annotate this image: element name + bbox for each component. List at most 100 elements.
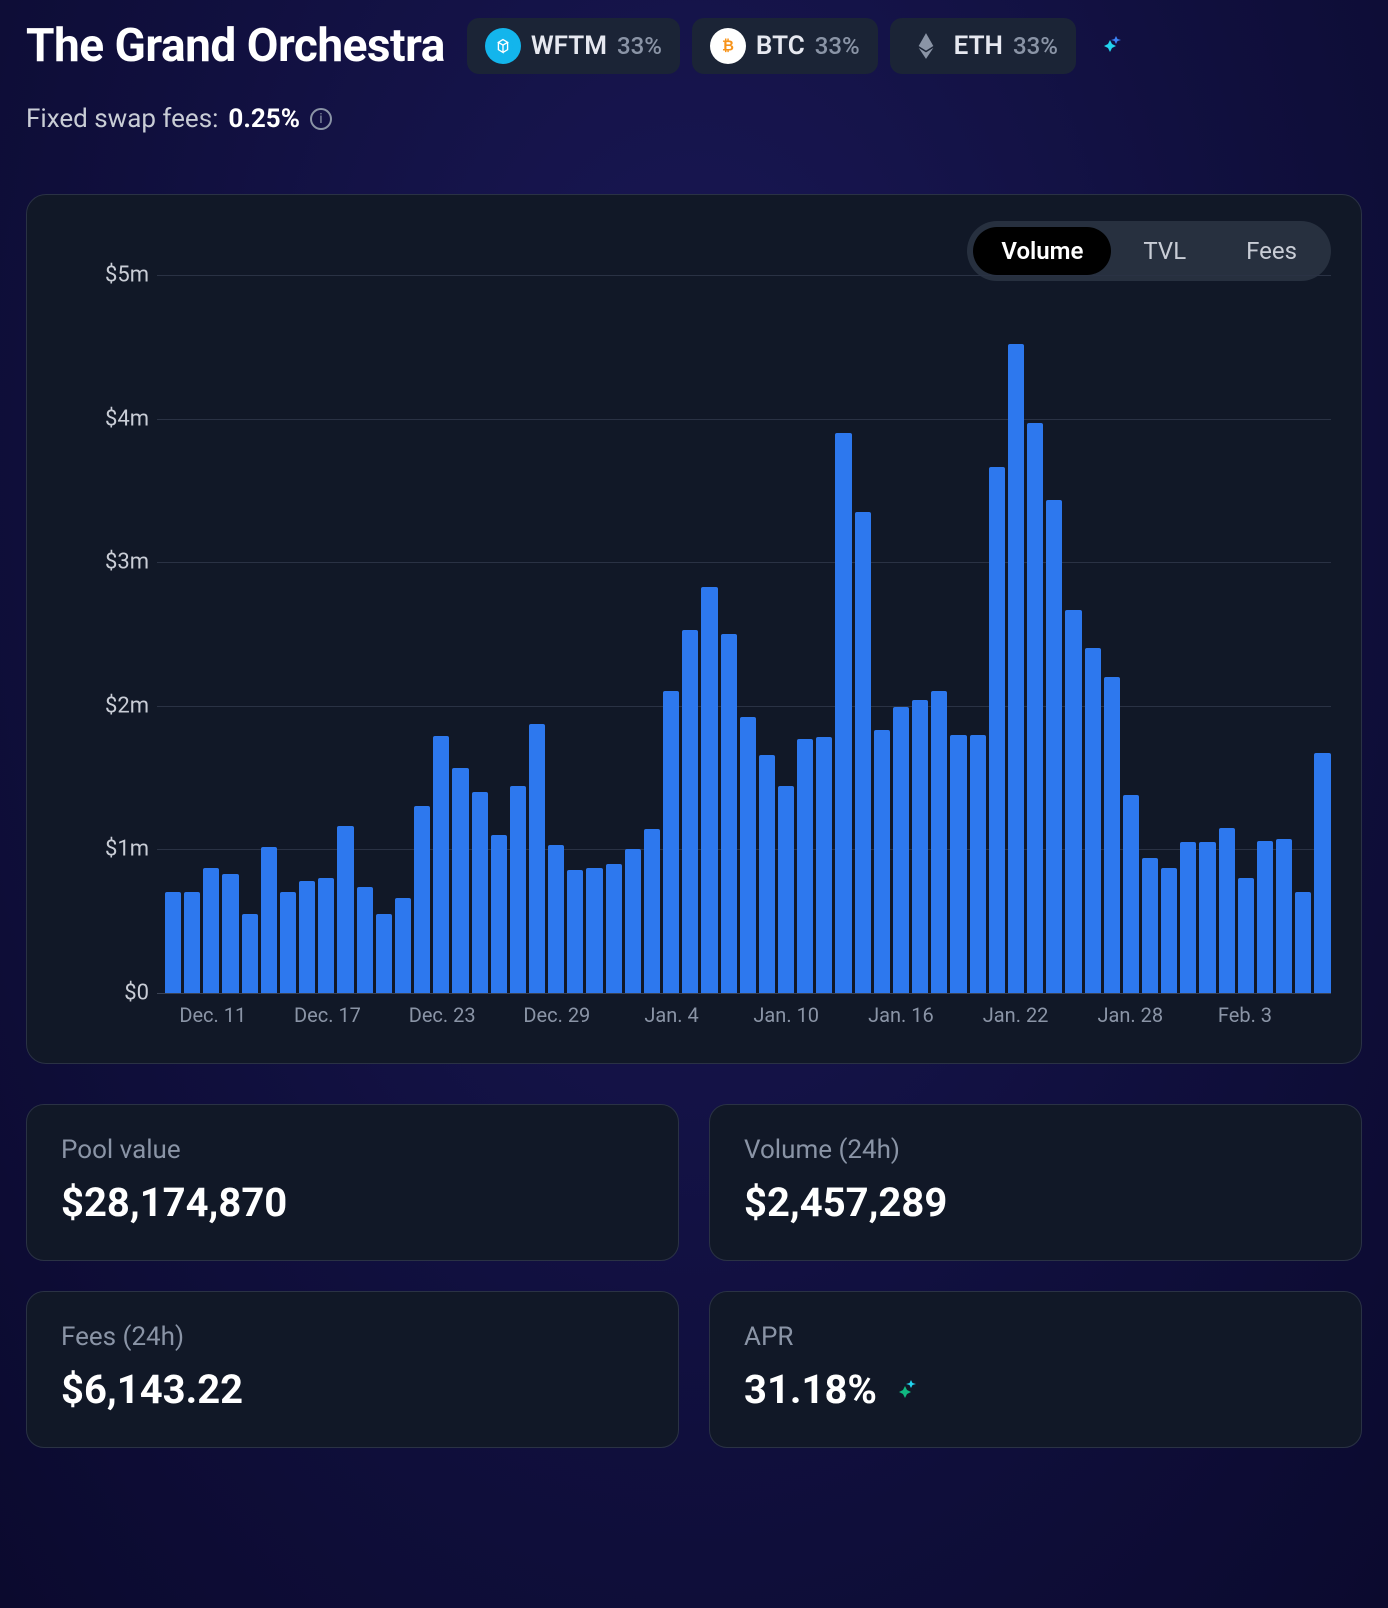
chart-bar[interactable] [625, 849, 641, 993]
chart-bar[interactable] [1276, 839, 1292, 993]
chart-bar[interactable] [874, 730, 890, 993]
chart-bar[interactable] [759, 755, 775, 993]
info-icon[interactable]: i [310, 108, 332, 130]
chart-bar[interactable] [989, 467, 1005, 993]
chart-bar[interactable] [778, 786, 794, 993]
stat-value: $6,143.22 [61, 1366, 644, 1413]
svg-text:₿: ₿ [722, 37, 734, 55]
chart-bar[interactable] [510, 786, 526, 993]
chart-bar[interactable] [1314, 753, 1330, 993]
chart-bar[interactable] [433, 736, 449, 993]
chart-bar[interactable] [1046, 500, 1062, 993]
chart-bar[interactable] [970, 735, 986, 993]
chart-bar[interactable] [1027, 423, 1043, 993]
chart-bar[interactable] [586, 868, 602, 993]
chart-bar[interactable] [337, 826, 353, 993]
x-tick-label: Jan. 10 [753, 1003, 819, 1027]
chart-bar[interactable] [1123, 795, 1139, 993]
swap-fee-row: Fixed swap fees: 0.25% i [26, 104, 1362, 134]
chart-bar[interactable] [376, 914, 392, 993]
chart-bar[interactable] [165, 892, 181, 993]
x-tick-label: Dec. 29 [523, 1003, 590, 1027]
sparkle-icon [889, 1374, 921, 1406]
tab-fees[interactable]: Fees [1218, 227, 1325, 275]
chart-bar[interactable] [261, 847, 277, 993]
chart-bar[interactable] [472, 792, 488, 993]
chart-bar[interactable] [318, 878, 334, 993]
chart-bar[interactable] [644, 829, 660, 993]
chart-bar[interactable] [663, 691, 679, 993]
stats-grid: Pool value $28,174,870 Volume (24h) $2,4… [26, 1104, 1362, 1448]
chart-bar[interactable] [280, 892, 296, 993]
chart-bar[interactable] [1065, 610, 1081, 993]
stat-pool-value: Pool value $28,174,870 [26, 1104, 679, 1261]
token-pct: 33% [617, 32, 662, 60]
y-tick-label: $1m [105, 837, 149, 862]
y-tick-label: $0 [124, 981, 149, 1006]
y-axis: $0$1m$2m$3m$4m$5m [87, 275, 157, 993]
chart-bar[interactable] [701, 587, 717, 993]
chart-bar[interactable] [1142, 858, 1158, 993]
chart-bar[interactable] [797, 739, 813, 993]
chart-bar[interactable] [395, 898, 411, 993]
stat-volume-24h: Volume (24h) $2,457,289 [709, 1104, 1362, 1261]
token-symbol: ETH [954, 31, 1003, 61]
chart-bar[interactable] [606, 864, 622, 993]
y-tick-label: $3m [105, 550, 149, 575]
chart-bar[interactable] [357, 887, 373, 993]
chart-bar[interactable] [414, 806, 430, 993]
eth-icon [908, 28, 944, 64]
chart-bar[interactable] [1085, 648, 1101, 993]
chart-bar[interactable] [816, 737, 832, 993]
chart-bar[interactable] [1199, 842, 1215, 993]
wftm-icon [485, 28, 521, 64]
chart-bar[interactable] [1180, 842, 1196, 993]
token-chip-btc[interactable]: ₿ BTC 33% [692, 18, 878, 74]
chart-bar[interactable] [682, 630, 698, 993]
chart-bar[interactable] [893, 707, 909, 993]
chart-bar[interactable] [1104, 677, 1120, 993]
chart-bar[interactable] [567, 870, 583, 993]
stat-value: $2,457,289 [744, 1179, 1327, 1226]
x-tick-label: Dec. 17 [294, 1003, 361, 1027]
tab-tvl[interactable]: TVL [1115, 227, 1214, 275]
chart-bar[interactable] [950, 735, 966, 993]
chart-bar[interactable] [1295, 892, 1311, 993]
chart-bar[interactable] [1161, 868, 1177, 993]
chart-bar[interactable] [1257, 841, 1273, 993]
chart-bar[interactable] [721, 634, 737, 993]
token-pct: 33% [815, 32, 860, 60]
stat-label: Fees (24h) [61, 1322, 644, 1352]
chart-bar[interactable] [299, 881, 315, 993]
token-chip-eth[interactable]: ETH 33% [890, 18, 1076, 74]
chart-area: $0$1m$2m$3m$4m$5m Dec. 11Dec. 17Dec. 23D… [87, 275, 1331, 993]
chart-bar[interactable] [931, 691, 947, 993]
x-tick-label: Dec. 23 [409, 1003, 476, 1027]
chart-bar[interactable] [548, 845, 564, 993]
chart-bar[interactable] [529, 724, 545, 993]
chart-bar[interactable] [740, 717, 756, 993]
tab-volume[interactable]: Volume [973, 227, 1111, 275]
x-tick-label: Jan. 22 [983, 1003, 1049, 1027]
chart-bar[interactable] [1219, 828, 1235, 993]
chart-bar[interactable] [1008, 344, 1024, 993]
chart-bar[interactable] [203, 868, 219, 993]
chart-bar[interactable] [491, 835, 507, 993]
chart-bar[interactable] [222, 874, 238, 993]
apr-value-text: 31.18% [744, 1366, 877, 1413]
chart-tab-control: Volume TVL Fees [967, 221, 1331, 281]
chart-bar[interactable] [1238, 878, 1254, 993]
chart-bar[interactable] [912, 700, 928, 993]
y-tick-label: $4m [105, 406, 149, 431]
chart-bar[interactable] [855, 512, 871, 993]
token-chip-row: WFTM 33% ₿ BTC 33% ETH 33% [467, 18, 1126, 74]
x-tick-label: Dec. 11 [179, 1003, 246, 1027]
chart-bar[interactable] [452, 768, 468, 993]
chart-bar[interactable] [835, 433, 851, 993]
chart-plot [165, 275, 1331, 993]
chart-bar[interactable] [242, 914, 258, 993]
stat-fees-24h: Fees (24h) $6,143.22 [26, 1291, 679, 1448]
chart-bar[interactable] [184, 892, 200, 993]
token-pct: 33% [1013, 32, 1058, 60]
token-chip-wftm[interactable]: WFTM 33% [467, 18, 680, 74]
